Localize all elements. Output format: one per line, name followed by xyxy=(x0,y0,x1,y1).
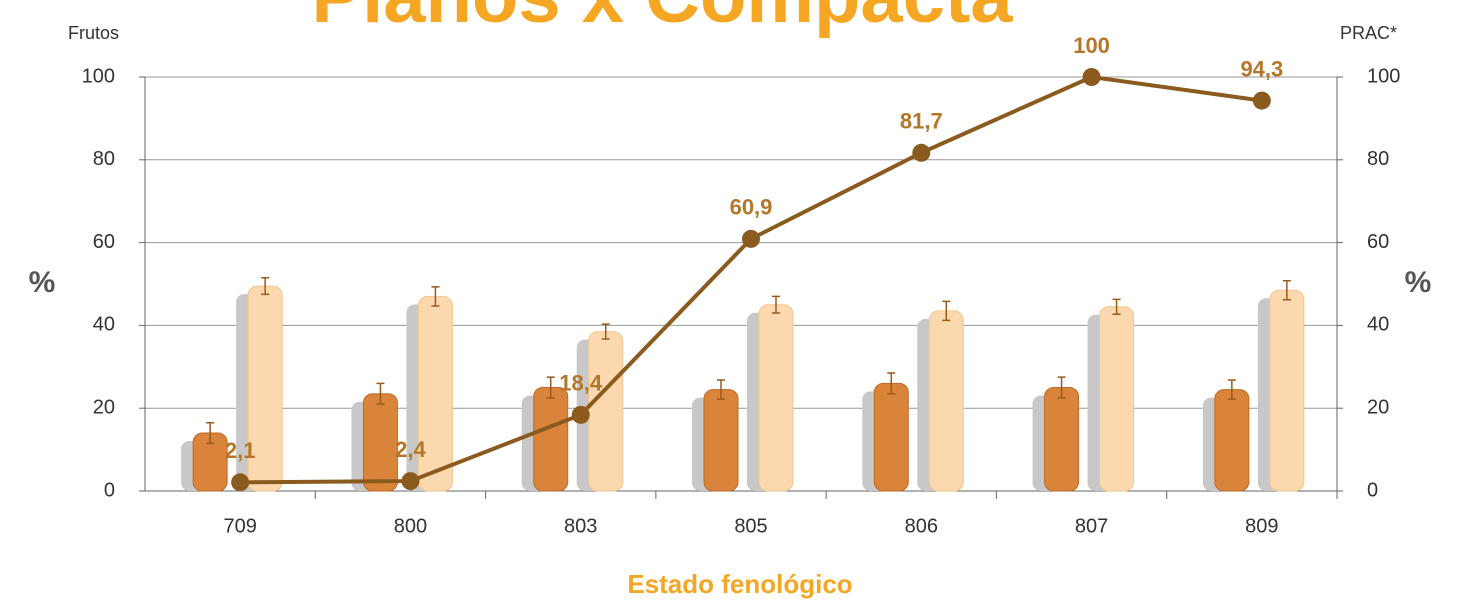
line-point xyxy=(231,473,250,492)
line-point xyxy=(1082,68,1101,86)
y-tick-label: 80 xyxy=(93,148,115,170)
y-axis-label: % xyxy=(29,266,56,299)
bar xyxy=(1269,289,1305,492)
data-label: 100 xyxy=(1073,33,1110,58)
line-point xyxy=(571,405,590,424)
y2-axis-top-label: PRAC* xyxy=(1340,23,1397,43)
bar xyxy=(873,382,909,492)
bar xyxy=(703,389,739,492)
x-axis-label: Estado fenológico xyxy=(627,569,852,599)
line-point xyxy=(742,229,760,248)
error-bar xyxy=(431,286,440,307)
data-label: 2,1 xyxy=(225,438,256,463)
y2-tick-label: 80 xyxy=(1367,148,1389,170)
bar xyxy=(588,331,624,492)
y2-axis-label: % xyxy=(1405,266,1432,299)
error-bar xyxy=(1112,298,1121,315)
error-bar xyxy=(261,277,270,296)
data-label: 94,3 xyxy=(1240,56,1283,81)
bar xyxy=(533,387,569,492)
y-tick-label: 0 xyxy=(104,479,115,501)
x-tick-label: 800 xyxy=(394,515,427,537)
y2-tick-label: 40 xyxy=(1367,314,1389,336)
bar xyxy=(1099,306,1135,492)
y2-tick-label: 0 xyxy=(1367,479,1378,501)
data-label: 60,9 xyxy=(730,195,773,220)
error-bar xyxy=(601,323,610,340)
chart-title: Planos x Compacta xyxy=(311,0,1013,39)
x-tick-label: 806 xyxy=(905,515,938,537)
y-tick-label: 60 xyxy=(93,231,115,253)
error-bar xyxy=(717,379,725,400)
error-bar xyxy=(942,300,951,322)
error-bar xyxy=(546,376,555,399)
x-tick-label: 709 xyxy=(223,515,256,537)
x-tick-label: 809 xyxy=(1245,515,1278,537)
y2-tick-label: 20 xyxy=(1367,396,1389,418)
error-bar xyxy=(772,295,780,314)
data-label: 2,4 xyxy=(395,437,426,462)
line-point xyxy=(401,472,420,491)
error-bar xyxy=(1057,376,1066,399)
bar xyxy=(362,393,398,492)
y-tick-label: 20 xyxy=(93,396,115,418)
y2-tick-label: 100 xyxy=(1367,65,1400,87)
bar xyxy=(1214,389,1250,492)
data-label: 18,4 xyxy=(559,371,603,396)
x-tick-label: 805 xyxy=(734,515,767,537)
error-bar xyxy=(376,382,385,405)
x-tick-label: 807 xyxy=(1075,515,1108,537)
y-tick-label: 100 xyxy=(82,65,115,87)
bar xyxy=(1044,387,1080,492)
y-axis-top-label: Frutos xyxy=(68,23,119,43)
y2-tick-label: 60 xyxy=(1367,231,1389,253)
y-tick-label: 40 xyxy=(93,314,115,336)
bar xyxy=(758,304,794,492)
bar xyxy=(928,310,964,492)
error-bar xyxy=(1282,279,1291,301)
error-bar xyxy=(206,421,215,445)
data-label: 81,7 xyxy=(900,109,943,134)
line-point xyxy=(1252,91,1271,110)
error-bar xyxy=(1227,379,1236,400)
x-tick-label: 803 xyxy=(564,515,597,537)
line-point xyxy=(912,143,931,162)
error-bar xyxy=(887,372,896,395)
